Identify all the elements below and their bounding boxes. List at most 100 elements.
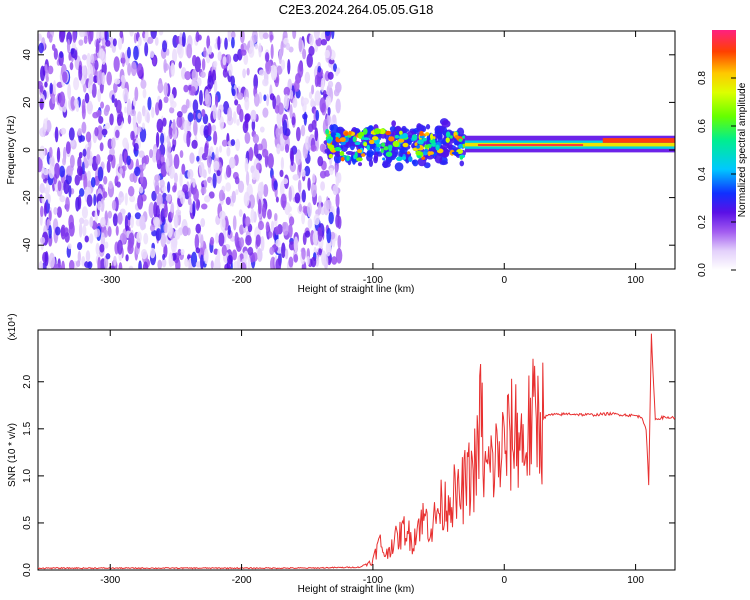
heatmap-cell [172,118,176,135]
heatmap-cell [234,231,239,248]
heatmap-cell [82,148,87,157]
heatmap-cell [213,160,220,171]
heatmap-cell [119,153,123,168]
heatmap-cell [186,43,193,59]
heatmap-cell [126,155,131,166]
heatmap-cell [60,127,67,135]
heatmap-cell [388,145,393,152]
heatmap-cell [43,202,47,217]
heatmap-cell [81,206,89,219]
heatmap-cell [108,180,113,190]
heatmap-cell [329,231,336,240]
heatmap-cell [213,60,218,68]
heatmap-cell [105,40,111,47]
heatmap-cell [227,106,233,122]
heatmap-cell [113,255,117,266]
heatmap-cell [288,256,294,268]
heatmap-cell [171,144,176,152]
heatmap-cell [302,97,309,105]
heatmap-cell [176,111,183,118]
heatmap-cell [68,221,75,237]
heatmap-cell [231,190,236,204]
heatmap-cell [416,124,425,133]
heatmap-cell [91,83,97,98]
heatmap-cell [179,32,183,46]
heatmap-cell [253,74,259,90]
heatmap-cell [265,60,272,75]
heatmap-cell [262,78,269,87]
heatmap-cell [253,93,260,107]
heatmap-cell [122,137,129,149]
heatmap-cell [38,33,42,42]
heatmap-cell [291,116,296,126]
heatmap-cell [382,157,386,161]
heatmap-cell [243,53,249,66]
heatmap-cell [320,32,325,41]
heatmap-cell [239,108,244,123]
heatmap-cell [144,32,149,40]
heatmap-cell [206,35,211,50]
heatmap-cell [251,31,258,44]
heatmap-cell [182,183,189,194]
heatmap-cell [298,203,303,212]
heatmap-cell [181,31,186,47]
heatmap-cell [244,216,251,227]
heatmap-cell [113,56,120,72]
heatmap-cell [274,213,278,222]
heatmap-cell [56,206,62,218]
heatmap-cell [142,261,149,269]
heatmap-cell [201,58,206,71]
heatmap-cell [328,153,333,159]
heatmap-cell [243,191,250,207]
heatmap-cell [187,112,194,123]
heatmap-cell [83,35,88,44]
heatmap-cell [302,113,308,120]
heatmap-cell [159,132,165,145]
heatmap-cell [195,198,200,211]
heatmap-cell [295,149,302,166]
colorbar: 0.0 0.2 0.4 0.6 0.8 Normalized spectral ampl… [697,30,748,277]
heatmap-cell [89,233,94,244]
heatmap-cell [94,127,99,137]
heatmap-cell [48,225,52,239]
heatmap-cell [175,209,182,216]
heatmap-cell [53,207,58,215]
heatmap-cell [253,143,259,157]
heatmap-cell [269,246,275,256]
heatmap-cell [214,94,219,108]
heatmap-cell [139,214,146,231]
heatmap-cell [203,47,207,58]
heatmap-cell [315,109,320,122]
heatmap-cell [99,142,104,152]
heatmap-cell [189,152,195,164]
heatmap-cell [52,80,57,95]
heatmap-cell [219,145,223,153]
heatmap-cell [215,232,219,244]
heatmap-cell [288,216,295,226]
heatmap-cell [236,92,244,100]
heatmap-cell [317,156,324,167]
heatmap-cell [192,200,196,217]
heatmap-cell [165,194,172,203]
heatmap-cell [172,185,177,193]
heatmap-cell [151,190,157,202]
heatmap-cell [55,226,61,236]
heatmap-cell [292,174,299,181]
heatmap-cell [104,31,108,41]
heatmap-cell [203,248,209,265]
heatmap-cell [237,255,241,269]
heatmap-cell [392,140,400,148]
heatmap-cell [73,77,80,91]
heatmap-cell [77,250,81,264]
heatmap-cell [200,218,206,228]
heatmap-cell [235,138,241,152]
heatmap-cell [270,220,275,232]
heatmap-cell [75,196,80,212]
heatmap-cell [104,241,109,249]
heatmap-cell [227,31,232,42]
spectrogram-y-label: Frequency (Hz) [6,116,17,185]
heatmap-cell [46,31,51,39]
heatmap-cell [267,153,274,169]
heatmap-cell [300,124,306,137]
